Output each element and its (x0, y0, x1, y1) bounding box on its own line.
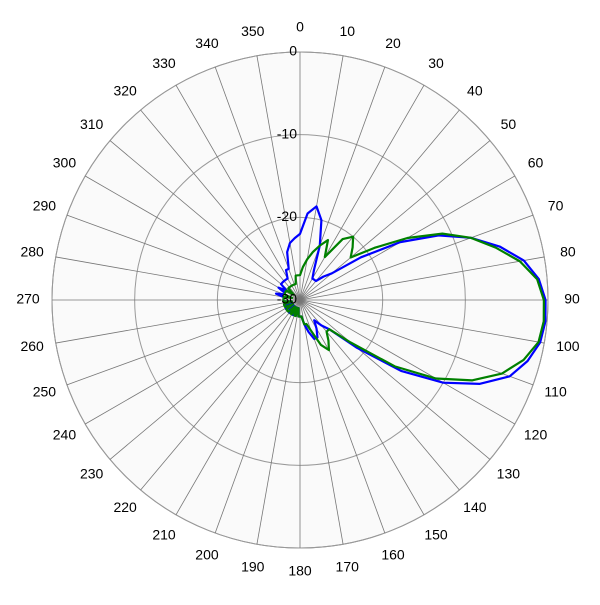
spoke (175, 299, 301, 515)
angle-tick-label: 0 (296, 19, 304, 35)
grid (51, 51, 549, 549)
angle-tick-label: 160 (381, 546, 405, 562)
angle-tick-label: 90 (564, 291, 580, 307)
spoke (256, 299, 301, 545)
radial-tick-label: -20 (277, 208, 297, 224)
angle-tick-label: 70 (548, 198, 564, 214)
spoke (299, 109, 460, 301)
angle-tick-label: 100 (556, 338, 580, 354)
angle-tick-label: 20 (385, 35, 401, 51)
angle-tick-label: 130 (497, 466, 521, 482)
spoke (299, 256, 545, 301)
spoke (140, 109, 301, 301)
spoke (299, 214, 534, 301)
angle-tick-label: 230 (80, 466, 104, 482)
angle-tick-label: 140 (463, 499, 487, 515)
spoke (66, 214, 301, 301)
spoke (85, 299, 301, 425)
radial-tick-label: 0 (289, 43, 297, 59)
angle-tick-label: 320 (113, 82, 137, 98)
angle-tick-label: 310 (80, 116, 104, 132)
angle-tick-label: 330 (152, 55, 176, 71)
spoke (299, 85, 425, 301)
spoke (140, 299, 301, 491)
spoke (299, 299, 491, 460)
spoke (299, 299, 545, 344)
angle-tick-label: 110 (544, 384, 567, 400)
spoke (175, 85, 301, 301)
angle-tick-label: 150 (424, 526, 448, 542)
angle-tick-label: 60 (528, 155, 544, 171)
angle-tick-label: 350 (241, 23, 265, 39)
spoke (85, 175, 301, 301)
angle-tick-label: 300 (53, 155, 77, 171)
angle-tick-label: 50 (501, 116, 517, 132)
spoke (214, 66, 301, 301)
spoke (299, 66, 386, 301)
angle-tick-label: 210 (152, 526, 176, 542)
angle-tick-label: 80 (560, 243, 576, 259)
angle-tick-label: 170 (336, 559, 360, 575)
angle-tick-label: 120 (524, 427, 548, 443)
spoke (299, 299, 515, 425)
spoke (55, 299, 301, 344)
spoke (256, 55, 301, 301)
radial-tick-label: -30 (277, 291, 297, 307)
spoke (299, 299, 534, 386)
spoke (66, 299, 301, 386)
angle-tick-label: 240 (53, 427, 77, 443)
angle-tick-label: 30 (428, 55, 444, 71)
spoke (55, 256, 301, 301)
angle-tick-label: 200 (195, 546, 219, 562)
spoke (109, 299, 301, 460)
angle-tick-label: 40 (467, 82, 483, 98)
angle-tick-label: 290 (33, 198, 57, 214)
spoke (214, 299, 301, 534)
angle-tick-label: 10 (339, 23, 355, 39)
angle-tick-label: 180 (288, 563, 312, 579)
angle-tick-label: 250 (33, 384, 57, 400)
angle-tick-label: 220 (113, 499, 137, 515)
pattern-line (282, 232, 545, 382)
spoke (299, 299, 425, 515)
angle-tick-label: 270 (16, 291, 40, 307)
radial-tick-label: -10 (277, 125, 297, 141)
labels: 0 10 20 30 40 50 60 70 80 90 100 110 120 130 140 150 160… (16, 19, 580, 579)
plot (274, 205, 547, 385)
angle-tick-label: 260 (20, 338, 44, 354)
spoke (299, 299, 344, 545)
spoke (109, 140, 301, 301)
angle-tick-label: 280 (20, 243, 44, 259)
angle-tick-label: 190 (241, 559, 265, 575)
angle-tick-label: 340 (195, 35, 219, 51)
